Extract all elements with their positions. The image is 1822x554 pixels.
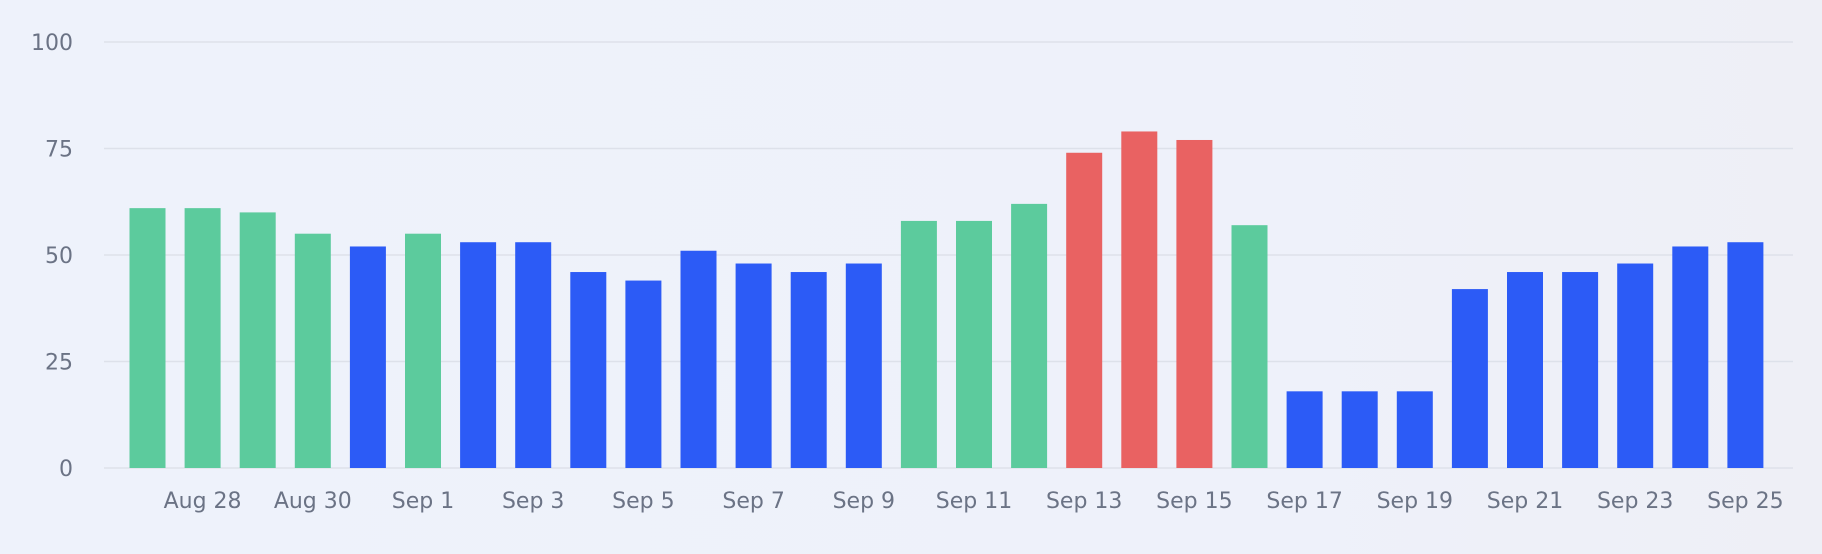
x-tick-label: Sep 9 xyxy=(833,489,895,514)
x-tick-label: Sep 23 xyxy=(1597,489,1673,514)
y-tick-label: 50 xyxy=(45,244,73,269)
bar-sep-25[interactable] xyxy=(1727,242,1764,468)
bar-sep-12[interactable] xyxy=(1011,203,1048,468)
bar-sep-17[interactable] xyxy=(1286,391,1323,468)
bar-sep-24[interactable] xyxy=(1672,246,1709,468)
bar-sep-19[interactable] xyxy=(1396,391,1433,468)
x-tick-label: Sep 7 xyxy=(722,489,784,514)
bar-sep-13[interactable] xyxy=(1066,152,1103,468)
x-tick-label: Sep 3 xyxy=(502,489,564,514)
y-tick-label: 0 xyxy=(59,457,73,482)
x-tick-label: Sep 25 xyxy=(1707,489,1783,514)
bar-sep-18[interactable] xyxy=(1341,391,1378,468)
bar-sep-11[interactable] xyxy=(956,220,992,468)
bar-sep-5[interactable] xyxy=(625,280,662,468)
y-tick-label: 25 xyxy=(45,351,73,376)
bar-sep-9[interactable] xyxy=(845,263,882,468)
bars xyxy=(129,131,1764,469)
x-tick-label: Sep 13 xyxy=(1046,489,1122,514)
bar-sep-14[interactable] xyxy=(1121,131,1158,468)
bar-aug-30[interactable] xyxy=(294,233,331,468)
bar-sep-6[interactable] xyxy=(680,250,717,468)
bar-sep-23[interactable] xyxy=(1617,263,1654,468)
x-tick-label: Sep 1 xyxy=(392,489,454,514)
y-tick-label: 100 xyxy=(31,31,73,56)
x-tick-label: Sep 19 xyxy=(1377,489,1453,514)
bar-sep-10[interactable] xyxy=(900,220,937,468)
bar-aug-27[interactable] xyxy=(129,208,166,468)
bar-sep-8[interactable] xyxy=(790,272,827,468)
bar-sep-20[interactable] xyxy=(1451,289,1488,468)
bar-aug-29[interactable] xyxy=(239,212,276,468)
y-tick-label: 75 xyxy=(45,138,73,163)
bar-sep-22[interactable] xyxy=(1562,272,1599,468)
x-tick-label: Sep 17 xyxy=(1266,489,1342,514)
x-tick-label: Sep 21 xyxy=(1487,489,1563,514)
x-tick-label: Sep 15 xyxy=(1156,489,1232,514)
x-axis: Aug 28 Aug 30 Sep 1 Sep 3 Sep 5 Sep 7 Sep 9 Sep… xyxy=(164,489,1784,514)
bar-aug-28[interactable] xyxy=(184,208,221,468)
bar-sep-3[interactable] xyxy=(515,242,552,468)
bar-sep-16[interactable] xyxy=(1231,225,1268,468)
bar-sep-15[interactable] xyxy=(1176,139,1213,469)
bar-aug-31[interactable] xyxy=(349,246,386,468)
bar-sep-4[interactable] xyxy=(570,272,607,468)
x-tick-label: Aug 30 xyxy=(274,489,352,514)
x-tick-label: Sep 5 xyxy=(612,489,674,514)
bar-sep-1[interactable] xyxy=(405,233,441,468)
bar-sep-21[interactable] xyxy=(1507,272,1543,468)
x-tick-label: Sep 11 xyxy=(936,489,1012,514)
x-tick-label: Aug 28 xyxy=(164,489,242,514)
bar-sep-2[interactable] xyxy=(460,242,497,468)
y-axis: 0 25 50 75 100 xyxy=(31,31,73,482)
bar-sep-7[interactable] xyxy=(735,263,772,468)
